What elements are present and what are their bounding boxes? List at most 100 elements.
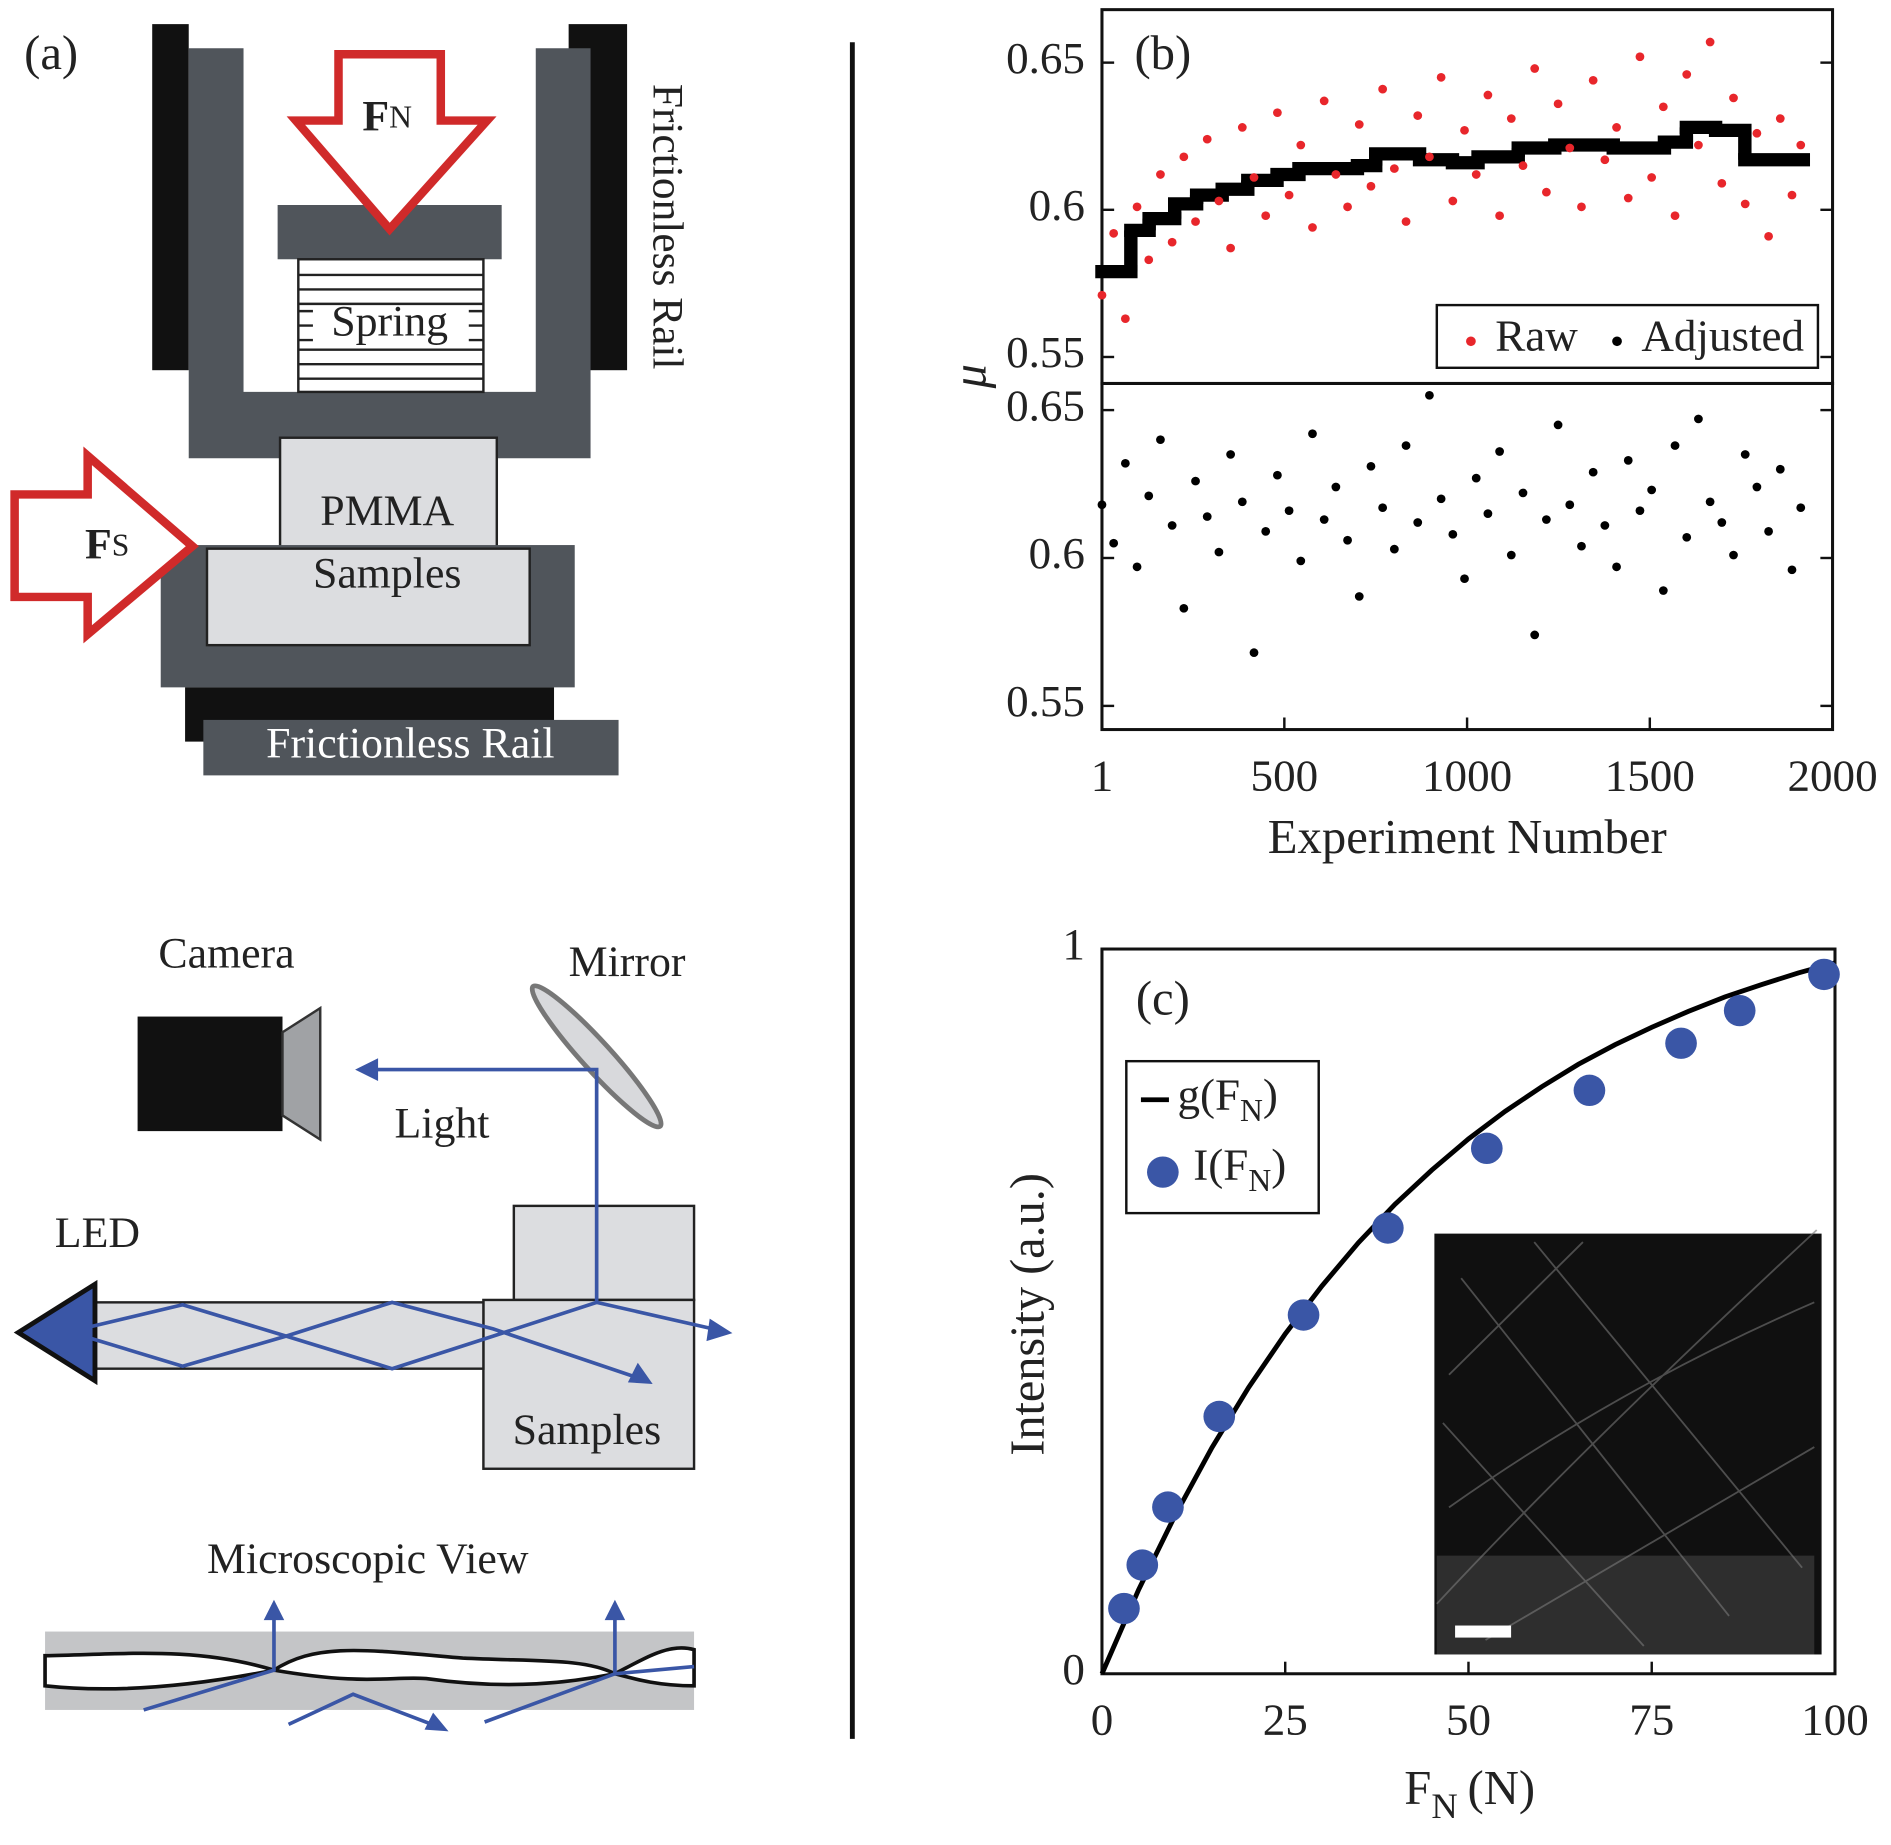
point: [1378, 503, 1388, 513]
point: [1354, 120, 1364, 129]
label-end: ): [1263, 1070, 1278, 1120]
point: [1623, 456, 1633, 465]
point: [1132, 562, 1142, 572]
point: [1635, 506, 1645, 516]
contact-gap: [43, 1646, 696, 1691]
point: [1401, 441, 1411, 450]
rail-label-vertical: Frictionless Rail: [644, 84, 692, 370]
apparatus: FN Spring Frictionless Rail PMMA Samples…: [10, 24, 692, 776]
point: [1670, 441, 1680, 450]
x-tick-label: 500: [1251, 751, 1319, 801]
x-tick-label: 1: [1091, 751, 1114, 801]
point: [1366, 181, 1376, 191]
point: [1389, 164, 1399, 173]
point: [1156, 170, 1165, 179]
legend-label: Raw: [1495, 310, 1578, 360]
point: [1448, 529, 1458, 539]
point: [1109, 229, 1119, 238]
y-tick-label: 0.55: [1006, 676, 1085, 726]
point: [1577, 541, 1586, 551]
point: [1752, 482, 1762, 492]
point: [1483, 509, 1493, 518]
point: [1378, 84, 1388, 94]
point: [1796, 140, 1806, 150]
point: [1343, 202, 1352, 212]
point: [1331, 482, 1341, 492]
x-axis-label: Experiment Number: [1268, 811, 1667, 864]
legend-marker: [1612, 336, 1622, 347]
point: [1471, 170, 1481, 179]
legend: Raw Adjusted: [1435, 303, 1820, 369]
shear-force-arrow: [10, 446, 199, 644]
point: [1565, 143, 1575, 153]
point: [1144, 255, 1154, 265]
spring-label: Spring: [331, 298, 448, 346]
point: [1120, 458, 1130, 468]
point: [1372, 1212, 1404, 1244]
point: [1518, 161, 1528, 170]
point: [1495, 447, 1504, 456]
point: [1764, 231, 1773, 241]
spring-coils: [298, 273, 484, 380]
point: [1202, 134, 1212, 144]
spring-box: [297, 258, 485, 394]
point: [1214, 547, 1224, 557]
point: [1401, 217, 1411, 226]
panel-label: (c): [1136, 973, 1190, 1026]
point: [1354, 592, 1364, 601]
legend-box: [1435, 303, 1820, 369]
shear-force-label: FS: [85, 521, 129, 569]
point: [1752, 128, 1762, 138]
point: [1495, 211, 1504, 221]
point: [1705, 37, 1715, 47]
point: [1108, 1592, 1140, 1625]
point: [1261, 527, 1271, 536]
x-tick-label: 75: [1629, 1695, 1674, 1745]
point: [1319, 515, 1329, 524]
scratches: [1436, 1229, 1818, 1647]
samples-block: [205, 547, 531, 647]
point: [1694, 140, 1703, 150]
x-tick-label: 1000: [1422, 751, 1512, 801]
point: [1588, 467, 1598, 477]
label-sub: N: [1248, 1164, 1271, 1199]
x-tick-label: 2000: [1788, 751, 1878, 801]
point: [1226, 243, 1235, 253]
mirror-label: Mirror: [569, 938, 686, 986]
normal-force-arrow: [286, 50, 497, 236]
point: [1796, 503, 1806, 513]
label-unit: (N): [1467, 1762, 1535, 1815]
arrowheads: [355, 1058, 733, 1384]
point: [1120, 314, 1130, 324]
point: [1808, 958, 1840, 991]
point: [1389, 544, 1399, 554]
point: [1261, 211, 1271, 221]
point: [1413, 518, 1423, 527]
point: [1506, 550, 1516, 560]
legend-label: Adjusted: [1641, 310, 1804, 360]
samples-label-2: Samples: [513, 1406, 661, 1454]
panel-label: (a): [24, 27, 78, 80]
point: [1284, 506, 1294, 516]
point: [1506, 114, 1516, 123]
light-rays: [90, 1058, 733, 1384]
point: [1144, 491, 1154, 501]
point: [1273, 470, 1282, 480]
pmma-block: [278, 436, 499, 550]
point: [1665, 1027, 1697, 1059]
point: [1191, 476, 1200, 486]
point: [1179, 603, 1189, 613]
point: [1635, 52, 1645, 62]
x-tick-label: 0: [1091, 1695, 1114, 1745]
point: [1249, 648, 1259, 657]
x-tick-label: 50: [1446, 1695, 1491, 1745]
samples-label: Samples: [313, 550, 461, 598]
point: [1470, 1132, 1503, 1165]
y-tick-label: 0.65: [1006, 381, 1085, 431]
legend-label: I(FN): [1193, 1140, 1286, 1198]
point: [1740, 450, 1750, 459]
bright-band: [1436, 1555, 1815, 1655]
y-axis-label: Intensity (a.u.): [1002, 1173, 1055, 1456]
point: [1202, 512, 1212, 521]
arrowheads: [263, 1599, 626, 1732]
